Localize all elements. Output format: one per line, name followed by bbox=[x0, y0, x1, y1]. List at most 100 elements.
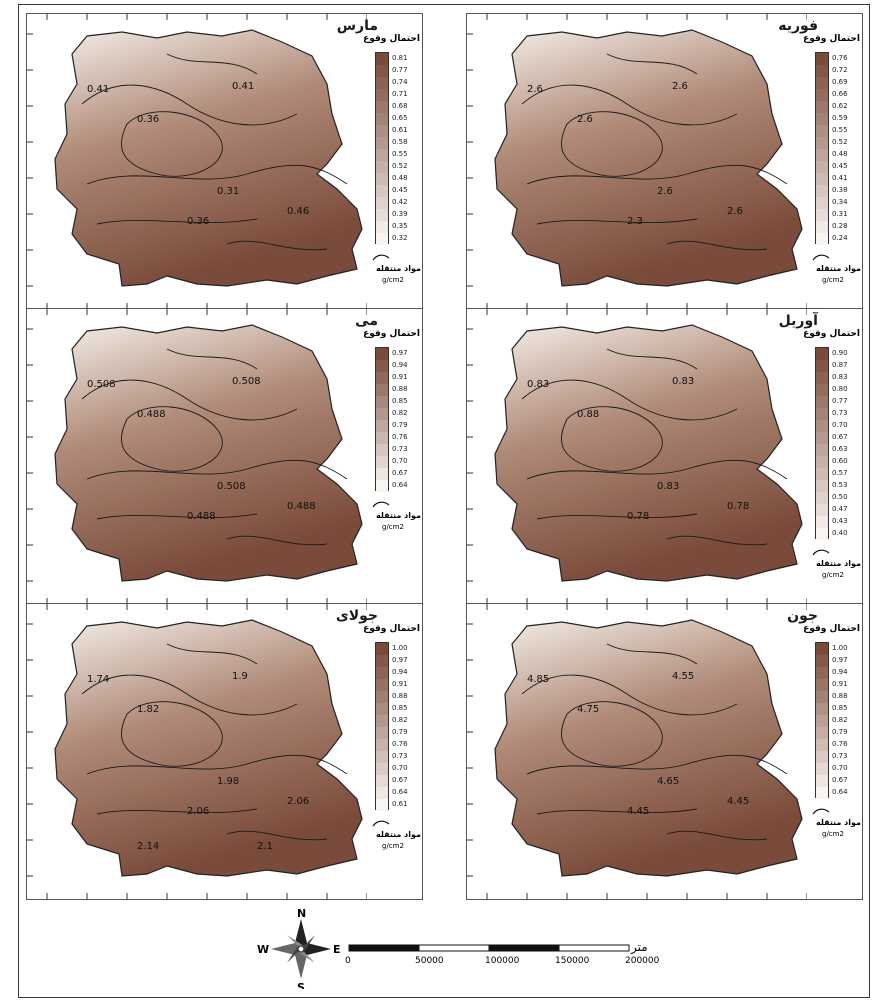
map-panel-july: 1.74 1.82 1.9 1.98 2.06 2.06 2.14 2.1 جولای احت… bbox=[26, 603, 423, 900]
legend-tick-label: 0.61 bbox=[392, 800, 408, 808]
contour-line bbox=[96, 808, 258, 815]
contour-line bbox=[521, 674, 738, 716]
legend-swatch bbox=[816, 396, 828, 408]
legend-tick-label: 0.24 bbox=[832, 234, 848, 242]
legend-sediment-label: مواد منتقله bbox=[816, 559, 861, 568]
legend-swatch bbox=[376, 703, 388, 715]
legend-tick-label: 0.82 bbox=[392, 716, 408, 724]
legend-swatch bbox=[816, 197, 828, 209]
contour-label: 2.1 bbox=[257, 841, 273, 852]
legend-tick-label: 0.73 bbox=[392, 445, 408, 453]
legend-swatch bbox=[816, 468, 828, 480]
contour-label: 0.488 bbox=[287, 501, 316, 512]
legend-swatch bbox=[376, 679, 388, 691]
contour-line bbox=[121, 111, 223, 177]
legend-tick-label: 0.91 bbox=[832, 680, 848, 688]
legend-sediment-label: مواد منتقله bbox=[376, 264, 421, 273]
contour-line bbox=[121, 406, 223, 472]
legend-swatch bbox=[816, 715, 828, 727]
scale-ticks: 0 50000 100000 150000 200000 bbox=[345, 956, 660, 966]
contour-label: 0.78 bbox=[727, 501, 749, 512]
contour-label: 4.55 bbox=[672, 671, 694, 682]
scale-tick-label: 100000 bbox=[485, 956, 520, 966]
contour-label: 2.3 bbox=[627, 216, 643, 227]
legend-tick-label: 0.83 bbox=[832, 373, 848, 381]
panel-title: جولای bbox=[335, 608, 378, 624]
contour-label: 0.83 bbox=[672, 376, 694, 387]
legend-tick-label: 0.73 bbox=[832, 409, 848, 417]
legend-color-ramp bbox=[375, 347, 389, 492]
legend: احتمال وقوع 0.97 0.94 0.91 0.88 0.85 0.82 0.79 0… bbox=[363, 329, 421, 599]
legend-tick-label: 0.94 bbox=[392, 668, 408, 676]
legend-tick-label: 0.97 bbox=[392, 656, 408, 664]
legend-tick-label: 0.34 bbox=[832, 198, 848, 206]
legend-swatch bbox=[376, 185, 388, 197]
legend-swatch bbox=[816, 209, 828, 221]
legend-tick-label: 0.79 bbox=[392, 421, 408, 429]
legend-color-ramp bbox=[815, 347, 829, 540]
contour-label: 0.508 bbox=[232, 376, 261, 387]
legend-tick-label: 0.41 bbox=[832, 174, 848, 182]
contour-line bbox=[86, 754, 348, 775]
legend-tick-label: 0.70 bbox=[832, 421, 848, 429]
legend-tick-label: 1.00 bbox=[392, 644, 408, 652]
legend-swatch bbox=[816, 492, 828, 504]
contour-label: 2.6 bbox=[657, 186, 673, 197]
contour-label: 1.9 bbox=[232, 671, 248, 682]
legend-swatch bbox=[376, 691, 388, 703]
map-panel-march: 0.41 0.36 0.41 0.31 0.36 0.46 مارس احتمال وقو… bbox=[26, 13, 423, 310]
legend-tick-label: 0.79 bbox=[392, 728, 408, 736]
contour-line bbox=[561, 111, 663, 177]
panel-title: آوریل bbox=[778, 313, 818, 329]
legend-swatch bbox=[376, 101, 388, 113]
contour-line bbox=[96, 218, 258, 225]
legend-swatch bbox=[376, 775, 388, 787]
legend-swatch bbox=[376, 468, 388, 480]
legend-swatch bbox=[816, 528, 828, 540]
contour-label: 2.6 bbox=[672, 81, 688, 92]
footer-canvas: N S E W 0 50000 100000 150000 200000 متر bbox=[257, 907, 660, 994]
legend-swatch bbox=[816, 667, 828, 679]
contour-label: 4.45 bbox=[627, 806, 649, 817]
legend-swatch bbox=[816, 739, 828, 751]
legend-swatch bbox=[816, 516, 828, 528]
legend-tick-label: 0.81 bbox=[392, 54, 408, 62]
legend-swatch bbox=[376, 480, 388, 492]
legend-swatch bbox=[816, 408, 828, 420]
legend-swatch bbox=[816, 360, 828, 372]
legend-tick-label: 0.85 bbox=[392, 397, 408, 405]
legend-swatch bbox=[816, 420, 828, 432]
legend-tick-label: 0.97 bbox=[392, 349, 408, 357]
legend-tick-label: 0.50 bbox=[832, 493, 848, 501]
contour-line bbox=[561, 701, 663, 767]
contour-legend-icon bbox=[372, 254, 390, 261]
legend-tick-label: 0.82 bbox=[832, 716, 848, 724]
contour-line bbox=[521, 379, 738, 421]
legend-tick-label: 0.40 bbox=[832, 529, 848, 537]
legend-title: احتمال وقوع bbox=[803, 34, 860, 44]
legend-unit-label: g/cm2 bbox=[822, 830, 844, 838]
legend-tick-label: 0.48 bbox=[392, 174, 408, 182]
legend-tick-label: 0.94 bbox=[832, 668, 848, 676]
map-canvas: 0.41 0.36 0.41 0.31 0.36 0.46 bbox=[27, 14, 367, 309]
legend-swatch bbox=[816, 77, 828, 89]
contour-label: 4.45 bbox=[727, 796, 749, 807]
contour-label: 2.06 bbox=[187, 806, 209, 817]
legend-tick-label: 0.66 bbox=[832, 90, 848, 98]
contour-label: 2.14 bbox=[137, 841, 159, 852]
map-panel-june: 4.85 4.75 4.55 4.65 4.45 4.45 جون احتمال وقوع… bbox=[466, 603, 863, 900]
legend-swatch bbox=[376, 396, 388, 408]
contour-label: 0.31 bbox=[217, 186, 239, 197]
legend-swatch bbox=[376, 125, 388, 137]
legend-tick-label: 0.87 bbox=[832, 361, 848, 369]
legend-tick-label: 0.85 bbox=[392, 704, 408, 712]
legend-swatch bbox=[816, 703, 828, 715]
legend-swatch bbox=[816, 480, 828, 492]
legend-tick-label: 1.00 bbox=[832, 644, 848, 652]
legend-tick-label: 0.64 bbox=[832, 788, 848, 796]
contour-label: 1.74 bbox=[87, 674, 109, 685]
legend-tick-label: 0.28 bbox=[832, 222, 848, 230]
legend-tick-label: 0.52 bbox=[392, 162, 408, 170]
legend-tick-label: 0.69 bbox=[832, 78, 848, 86]
contour-line bbox=[226, 535, 328, 546]
